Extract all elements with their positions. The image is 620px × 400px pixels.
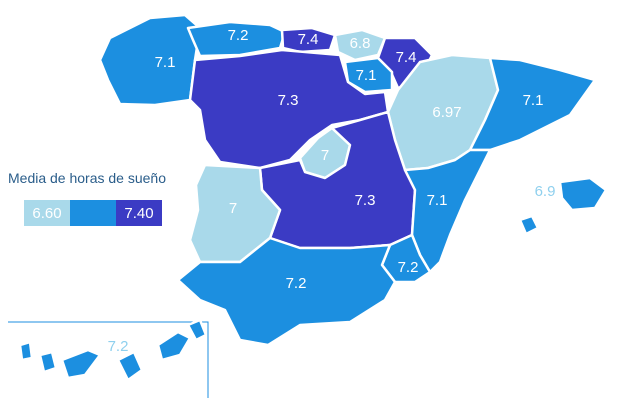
region-canarias-5[interactable] (156, 330, 192, 362)
label-pais-vasco: 6.8 (350, 35, 371, 52)
region-cantabria[interactable] (280, 26, 337, 54)
region-castilla-leon[interactable] (188, 48, 390, 170)
canarias-inset-frame (8, 321, 209, 398)
region-galicia[interactable] (98, 13, 202, 107)
label-cataluna: 7.1 (523, 92, 544, 109)
label-la-rioja: 7.1 (356, 67, 377, 84)
region-baleares[interactable] (558, 176, 608, 212)
region-canarias-6[interactable] (186, 318, 208, 342)
label-aragon: 6.97 (432, 104, 461, 121)
label-valencia: 7.1 (427, 192, 448, 209)
legend-low: 6.60 (24, 200, 70, 226)
legend-title: Media de horas de sueño (8, 170, 166, 186)
label-navarra: 7.4 (396, 49, 417, 66)
label-madrid: 7 (321, 147, 329, 164)
label-murcia: 7.2 (398, 259, 419, 276)
label-castilla-leon: 7.3 (278, 92, 299, 109)
legend-high: 7.40 (116, 200, 162, 226)
label-galicia: 7.1 (155, 54, 176, 71)
label-castilla-la-mancha: 7.3 (355, 192, 376, 209)
region-canarias-1[interactable] (18, 340, 34, 362)
region-canarias-4[interactable] (116, 350, 144, 382)
label-asturias: 7.2 (228, 27, 249, 44)
region-canarias-2[interactable] (38, 350, 58, 374)
label-extremadura: 7 (229, 200, 237, 217)
region-canarias-3[interactable] (60, 348, 102, 380)
label-andalucia: 7.2 (286, 275, 307, 292)
color-scale-legend: 6.60 7.40 (24, 200, 162, 226)
legend-mid (70, 200, 116, 226)
region-baleares-ibiza[interactable] (518, 214, 540, 236)
region-cataluna[interactable] (468, 56, 597, 152)
region-asturias[interactable] (186, 20, 287, 58)
region-andalucia[interactable] (176, 236, 397, 347)
label-baleares: 6.9 (535, 183, 556, 200)
label-cantabria: 7.4 (298, 31, 319, 48)
label-canarias: 7.2 (108, 338, 129, 355)
